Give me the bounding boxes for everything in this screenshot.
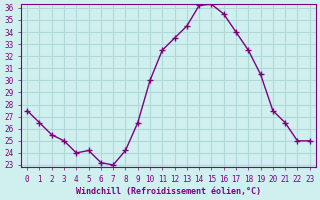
X-axis label: Windchill (Refroidissement éolien,°C): Windchill (Refroidissement éolien,°C) <box>76 187 261 196</box>
